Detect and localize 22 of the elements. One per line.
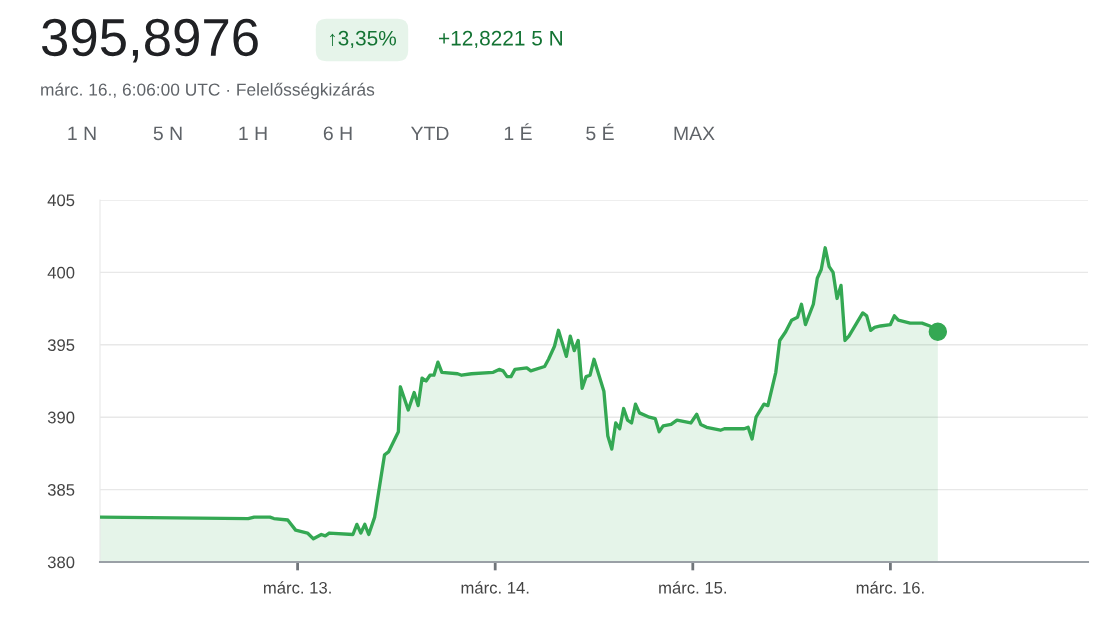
text: YTD bbox=[410, 126, 449, 141]
text: 1 N bbox=[68, 126, 96, 141]
text: 5 N bbox=[153, 126, 182, 141]
text: 1 H bbox=[239, 126, 267, 141]
text: 6 H bbox=[323, 126, 352, 141]
y-tick-label: 395 bbox=[47, 339, 75, 351]
x-tick-label: márc. 13. bbox=[263, 581, 331, 594]
text: +12,8221 5 N bbox=[439, 30, 562, 49]
y-tick-label: 405 bbox=[47, 194, 75, 207]
x-tick-label: márc. 14. bbox=[461, 581, 529, 594]
text: MAX bbox=[674, 126, 715, 141]
text: ↑3,35% bbox=[330, 30, 396, 49]
y-tick-label: 390 bbox=[47, 411, 75, 424]
y-tick-label: 380 bbox=[47, 556, 75, 569]
y-tick-label: 385 bbox=[47, 484, 75, 496]
y-tick-label: 400 bbox=[47, 266, 75, 279]
chart-subtitle: márc. 16., 6:06:00 UTC · Felelősségkizárás bbox=[41, 82, 375, 100]
text: 5 É bbox=[586, 123, 614, 141]
x-tick-label: márc. 16. bbox=[856, 581, 924, 594]
text: 1 É bbox=[504, 123, 532, 141]
chart-title: 395,8976 bbox=[42, 18, 258, 63]
x-tick-label: márc. 15. bbox=[659, 581, 727, 594]
